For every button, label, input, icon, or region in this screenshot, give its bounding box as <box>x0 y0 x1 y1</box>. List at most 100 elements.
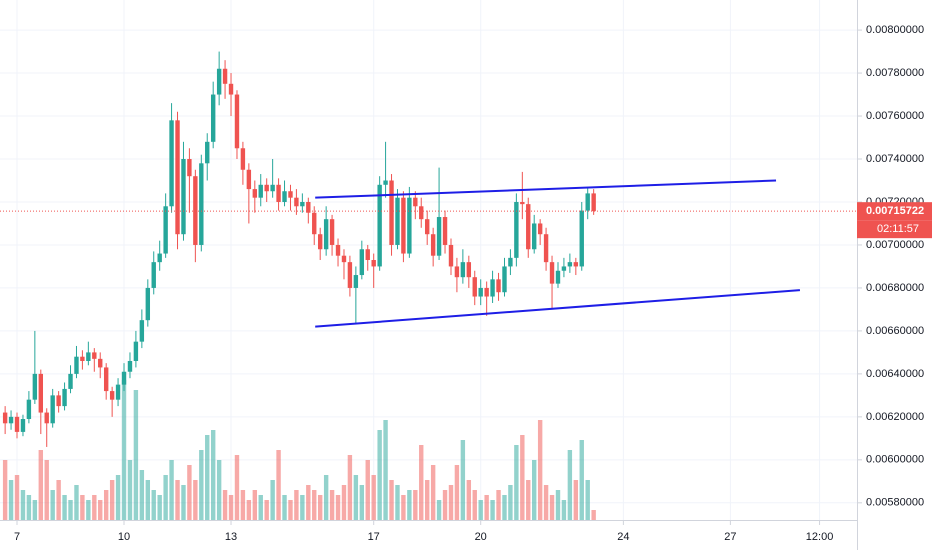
volume-bar <box>127 460 133 520</box>
candle-body <box>514 201 519 258</box>
volume-bar <box>222 490 228 520</box>
candle-body <box>347 262 353 288</box>
candle-body <box>537 223 543 235</box>
candle-body <box>216 68 222 95</box>
volume-bar <box>323 475 329 520</box>
candle-body <box>163 206 168 254</box>
countdown-bg <box>857 220 932 239</box>
volume-bar <box>294 490 299 520</box>
volume-bar <box>300 495 305 520</box>
candle-body <box>549 262 555 284</box>
volume-bar <box>478 500 483 520</box>
candle-body <box>561 266 567 271</box>
candle-body <box>317 234 323 250</box>
volume-bar <box>371 475 376 520</box>
candle-body <box>532 223 537 250</box>
volume-bar <box>532 460 537 520</box>
trendline <box>315 179 777 199</box>
candle-body <box>151 262 156 288</box>
volume-bar <box>115 475 121 520</box>
candle-body <box>508 257 513 267</box>
candle-body <box>98 358 103 368</box>
volume-bar <box>270 480 275 520</box>
volume-bar <box>317 495 323 520</box>
candle-body <box>323 219 329 250</box>
volume-bar <box>401 495 406 520</box>
volume-bar <box>365 460 370 520</box>
volume-bar <box>193 480 198 520</box>
candle-body <box>234 94 240 149</box>
volume-bar <box>163 475 168 520</box>
volume-bar <box>8 480 14 520</box>
volume-bar <box>424 480 430 520</box>
volume-bar <box>228 495 234 520</box>
candle-body <box>246 169 252 190</box>
y-tick-label: 0.00800000 <box>866 24 924 36</box>
candle-body <box>222 68 228 84</box>
candle-body <box>8 416 14 424</box>
volume-bar <box>80 495 85 520</box>
candle-body <box>252 189 258 198</box>
candle-body <box>62 388 67 407</box>
time-axis <box>0 520 857 550</box>
volume-bar <box>419 445 424 520</box>
volume-bar <box>347 455 353 520</box>
candle-body <box>389 180 394 245</box>
volume-bar <box>44 460 49 520</box>
volume-bar <box>383 420 388 520</box>
candle-body <box>335 244 341 256</box>
volume-bar <box>50 490 55 520</box>
x-tick-label: 24 <box>617 531 629 543</box>
candle-body <box>86 352 91 361</box>
candle-body <box>258 184 263 198</box>
volume-bar <box>502 495 507 520</box>
volume-bar <box>407 490 412 520</box>
volume-bar <box>335 495 341 520</box>
y-tick-label: 0.00680000 <box>866 282 924 294</box>
volume-bar <box>377 430 382 520</box>
candle-body <box>187 159 192 177</box>
candle-body <box>288 191 293 198</box>
volume-bar <box>216 460 222 520</box>
volume-bar <box>496 490 501 520</box>
volume-bar <box>210 430 216 520</box>
candle-body <box>74 356 79 374</box>
y-tick-label: 0.00660000 <box>866 325 924 337</box>
volume-bar <box>157 495 162 520</box>
candle-body <box>210 94 216 142</box>
candle-body <box>157 253 162 263</box>
candle-body <box>32 373 38 400</box>
volume-bar <box>62 495 67 520</box>
candle-body <box>573 262 579 267</box>
volume-bar <box>579 440 584 520</box>
x-tick-label: 12:00 <box>806 531 834 543</box>
volume-bar <box>395 485 400 520</box>
candle-body <box>383 180 388 185</box>
candle-body <box>407 197 412 254</box>
candle-body <box>395 197 400 245</box>
y-tick-label: 0.00740000 <box>866 153 924 165</box>
x-tick-label: 27 <box>724 531 736 543</box>
candle-body <box>26 399 32 420</box>
volume-bar <box>537 420 543 520</box>
candle-body <box>329 219 335 245</box>
volume-bar <box>169 460 174 520</box>
volume-bar <box>508 485 513 520</box>
candle-body <box>282 191 287 202</box>
candle-body <box>193 176 198 245</box>
volume-bar <box>514 445 519 520</box>
candle-body <box>448 244 454 267</box>
candle-body <box>14 416 20 432</box>
candle-body <box>80 356 85 361</box>
candle-body <box>591 193 596 212</box>
candle-body <box>139 320 145 342</box>
candle-body <box>306 201 311 213</box>
volume-bar <box>175 480 180 520</box>
volume-bar <box>187 465 192 520</box>
volume-bar <box>306 485 311 520</box>
candle-body <box>579 210 584 267</box>
candle-body <box>413 197 418 207</box>
volume-bar <box>490 500 495 520</box>
candle-body <box>44 412 49 424</box>
candle-body <box>240 148 246 170</box>
